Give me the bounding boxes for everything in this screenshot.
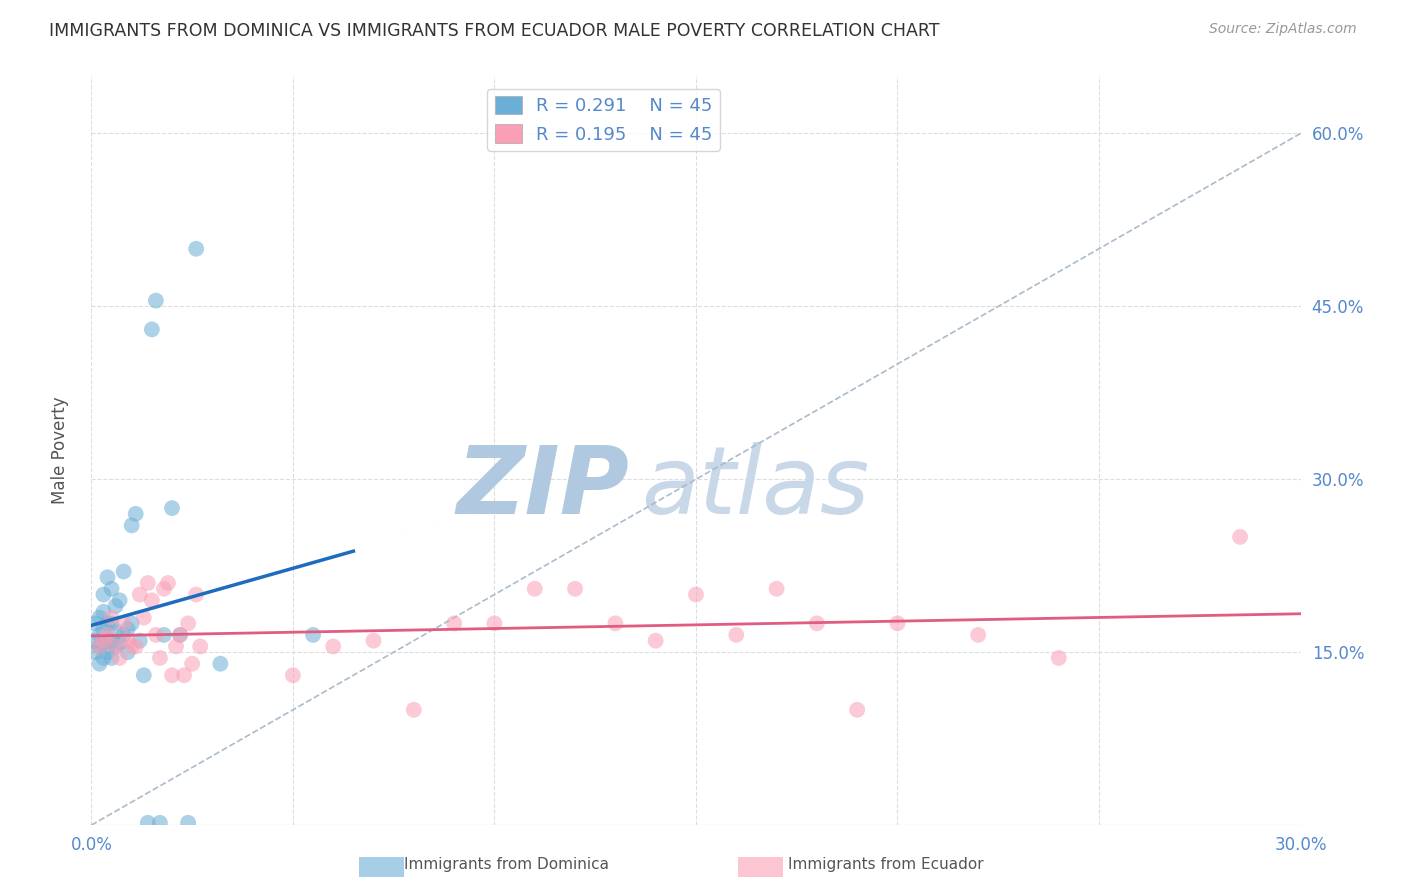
Text: ZIP: ZIP xyxy=(457,442,630,534)
Point xyxy=(104,624,127,639)
Point xyxy=(117,633,139,648)
Point xyxy=(100,582,122,596)
Text: IMMIGRANTS FROM DOMINICA VS IMMIGRANTS FROM ECUADOR MALE POVERTY CORRELATION CHA: IMMIGRANTS FROM DOMINICA VS IMMIGRANTS F… xyxy=(49,22,939,40)
Point xyxy=(89,640,111,654)
Point xyxy=(177,815,200,830)
Point xyxy=(108,651,131,665)
Point xyxy=(169,628,191,642)
Point xyxy=(136,815,159,830)
Point xyxy=(281,668,304,682)
Text: Immigrants from Dominica: Immigrants from Dominica xyxy=(404,857,609,872)
Point xyxy=(605,616,627,631)
Point xyxy=(89,628,111,642)
Point xyxy=(104,599,127,613)
Point xyxy=(806,616,828,631)
Point xyxy=(128,588,150,602)
Point xyxy=(96,628,118,642)
Point xyxy=(117,645,139,659)
Point xyxy=(89,657,111,671)
Point xyxy=(149,815,172,830)
Legend: R = 0.291    N = 45, R = 0.195    N = 45: R = 0.291 N = 45, R = 0.195 N = 45 xyxy=(488,88,720,151)
Text: Source: ZipAtlas.com: Source: ZipAtlas.com xyxy=(1209,22,1357,37)
Point xyxy=(93,633,115,648)
Point xyxy=(1047,651,1070,665)
Point xyxy=(104,640,127,654)
Point xyxy=(93,588,115,602)
Y-axis label: Male Poverty: Male Poverty xyxy=(51,397,69,504)
Point xyxy=(169,628,191,642)
Point xyxy=(402,703,425,717)
Point xyxy=(96,616,118,631)
Point xyxy=(93,605,115,619)
Point xyxy=(156,576,179,591)
Point xyxy=(89,640,111,654)
Point xyxy=(84,645,107,659)
Point xyxy=(967,628,990,642)
Point xyxy=(121,518,143,533)
Point xyxy=(302,628,325,642)
Point xyxy=(181,657,204,671)
Point xyxy=(132,610,155,624)
Point xyxy=(145,293,167,308)
Point xyxy=(96,633,118,648)
Point xyxy=(112,616,135,631)
Point xyxy=(523,582,546,596)
Point xyxy=(100,633,122,648)
Point xyxy=(165,640,187,654)
Point xyxy=(765,582,787,596)
Point xyxy=(96,645,118,659)
Point xyxy=(117,622,139,636)
Point xyxy=(125,507,148,521)
Point xyxy=(108,636,131,650)
Point xyxy=(322,640,344,654)
Point xyxy=(186,242,208,256)
Point xyxy=(84,616,107,631)
Point xyxy=(149,651,172,665)
Point xyxy=(121,640,143,654)
Point xyxy=(886,616,908,631)
Point xyxy=(160,501,183,516)
Point xyxy=(846,703,869,717)
Point xyxy=(104,640,127,654)
Point xyxy=(564,582,586,596)
Point xyxy=(125,640,148,654)
Point xyxy=(644,633,666,648)
Text: Immigrants from Ecuador: Immigrants from Ecuador xyxy=(787,857,984,872)
Point xyxy=(153,582,176,596)
Point xyxy=(108,593,131,607)
Point xyxy=(112,628,135,642)
Point xyxy=(100,616,122,631)
Point xyxy=(177,616,200,631)
Point xyxy=(93,622,115,636)
Point xyxy=(725,628,748,642)
Point xyxy=(1229,530,1251,544)
Point xyxy=(93,651,115,665)
Point xyxy=(145,628,167,642)
Point xyxy=(363,633,385,648)
Point xyxy=(136,576,159,591)
Point xyxy=(100,610,122,624)
Point xyxy=(160,668,183,682)
Point xyxy=(685,588,707,602)
Point xyxy=(121,616,143,631)
Point xyxy=(96,570,118,584)
Point xyxy=(484,616,506,631)
Point xyxy=(186,588,208,602)
Point xyxy=(132,668,155,682)
Point xyxy=(93,636,115,650)
Point xyxy=(141,593,163,607)
Point xyxy=(443,616,465,631)
Point xyxy=(173,668,195,682)
Point xyxy=(128,633,150,648)
Point xyxy=(141,322,163,336)
Point xyxy=(100,651,122,665)
Point xyxy=(153,628,176,642)
Point xyxy=(89,610,111,624)
Point xyxy=(209,657,232,671)
Point xyxy=(188,640,211,654)
Point xyxy=(112,565,135,579)
Point xyxy=(84,633,107,648)
Text: atlas: atlas xyxy=(641,442,870,533)
